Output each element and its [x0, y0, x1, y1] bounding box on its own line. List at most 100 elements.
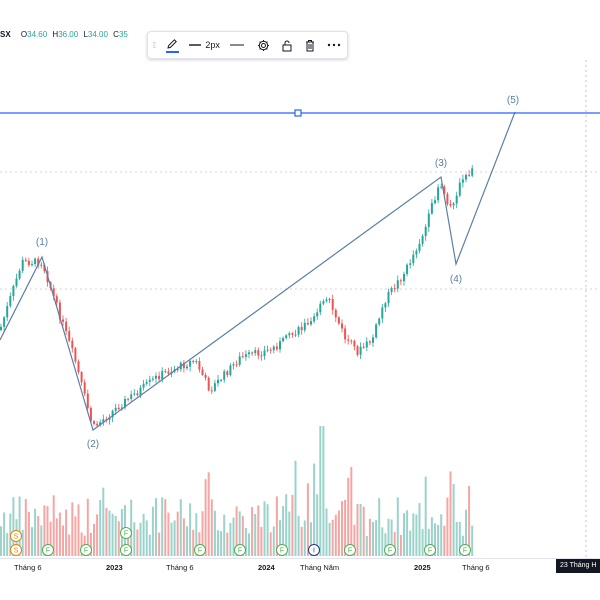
candle-body — [415, 250, 418, 255]
candle-body — [229, 365, 232, 376]
volume-bar — [170, 522, 173, 556]
candle-body — [421, 236, 424, 244]
candle-body — [99, 422, 102, 426]
volume-bar — [248, 533, 250, 556]
event-marker[interactable]: F — [234, 544, 246, 556]
event-circle — [120, 544, 132, 556]
event-circle — [80, 544, 92, 556]
candle-body — [272, 346, 275, 351]
volume-bar — [437, 524, 440, 556]
delete-button[interactable] — [298, 35, 321, 55]
event-marker[interactable]: S — [10, 530, 22, 542]
volume-bars — [0, 426, 474, 556]
candle-body — [96, 423, 99, 426]
volume-bar — [418, 503, 421, 556]
volume-bar — [337, 510, 340, 556]
volume-bar — [186, 526, 188, 556]
candle-body — [461, 179, 464, 183]
candle-body — [195, 361, 198, 363]
more-button[interactable] — [322, 35, 347, 55]
volume-bar — [108, 510, 111, 556]
volume-bar — [6, 532, 9, 556]
open-value: 34.60 — [27, 30, 48, 39]
volume-bar — [182, 518, 185, 556]
event-circle — [120, 527, 132, 539]
event-circle — [344, 544, 356, 556]
symbol-label[interactable]: SX — [0, 30, 11, 39]
event-marker[interactable]: F — [276, 544, 288, 556]
candle-body — [316, 312, 319, 317]
volume-bar — [381, 527, 384, 556]
elliott-wave-line — [0, 111, 516, 431]
candle-body — [226, 371, 229, 376]
event-marker[interactable]: F — [344, 544, 356, 556]
line-width-button[interactable]: 2px — [187, 35, 222, 55]
event-marker[interactable]: F — [80, 544, 92, 556]
volume-bar — [176, 511, 179, 556]
event-marker[interactable]: F — [120, 544, 132, 556]
candle-body — [291, 333, 294, 335]
volume-bar — [260, 526, 263, 556]
line-handle[interactable] — [294, 109, 302, 117]
event-marker[interactable]: F — [384, 544, 396, 556]
event-marker[interactable]: F — [424, 544, 436, 556]
candle-body — [164, 371, 167, 373]
event-marker[interactable]: F — [194, 544, 206, 556]
candle-body — [3, 317, 6, 327]
candle-body — [58, 302, 61, 320]
candle-body — [368, 341, 371, 343]
candle-body — [86, 393, 89, 408]
volume-bar — [328, 522, 331, 556]
volume-bar — [158, 532, 161, 556]
candle-body — [155, 375, 157, 379]
lock-button[interactable] — [275, 35, 298, 55]
event-marker[interactable]: F — [459, 544, 471, 556]
candle-body — [117, 407, 120, 410]
candle-body — [167, 371, 170, 374]
candle-body — [440, 186, 443, 188]
candle-body — [279, 341, 281, 350]
volume-bar — [424, 476, 427, 556]
volume-bar — [468, 485, 471, 556]
volume-bar — [334, 514, 337, 556]
volume-bar — [102, 487, 105, 556]
line-style-icon — [229, 44, 244, 46]
event-markers: SS F F F F F F F I F F F F — [10, 527, 471, 556]
drag-handle-icon[interactable]: ⁞⁞ — [152, 40, 156, 50]
volume-bar — [399, 535, 402, 556]
event-marker[interactable]: F — [42, 544, 54, 556]
event-marker[interactable]: F — [120, 527, 132, 539]
volume-bar — [316, 494, 319, 556]
event-letter: F — [238, 548, 242, 555]
time-axis-tick: 2025 — [414, 563, 431, 572]
volume-bar — [130, 499, 133, 556]
candle-body — [359, 346, 362, 355]
event-marker[interactable]: S — [10, 544, 22, 556]
candle-body — [238, 356, 241, 365]
candle-body — [465, 174, 467, 180]
volume-bar — [406, 510, 409, 556]
event-letter: I — [313, 548, 315, 555]
volume-bar — [359, 503, 362, 556]
settings-button[interactable] — [251, 35, 274, 55]
candle-body — [18, 270, 21, 279]
candle-body — [62, 319, 64, 322]
line-style-button[interactable] — [222, 35, 251, 55]
volume-bar — [300, 526, 303, 556]
event-letter: F — [463, 548, 467, 555]
volume-bar — [207, 472, 210, 556]
volume-bar — [455, 522, 458, 556]
volume-bar — [232, 517, 235, 556]
event-marker[interactable]: I — [308, 544, 320, 556]
candle-body — [334, 309, 337, 318]
volume-bar — [27, 511, 30, 556]
pencil-color-button[interactable] — [158, 35, 187, 55]
time-axis[interactable] — [0, 558, 600, 576]
time-axis-tick: 2023 — [106, 563, 123, 572]
candle-body — [71, 340, 74, 349]
candle-body — [111, 410, 114, 418]
high-value: 36.00 — [58, 30, 79, 39]
volume-bar — [465, 509, 467, 556]
